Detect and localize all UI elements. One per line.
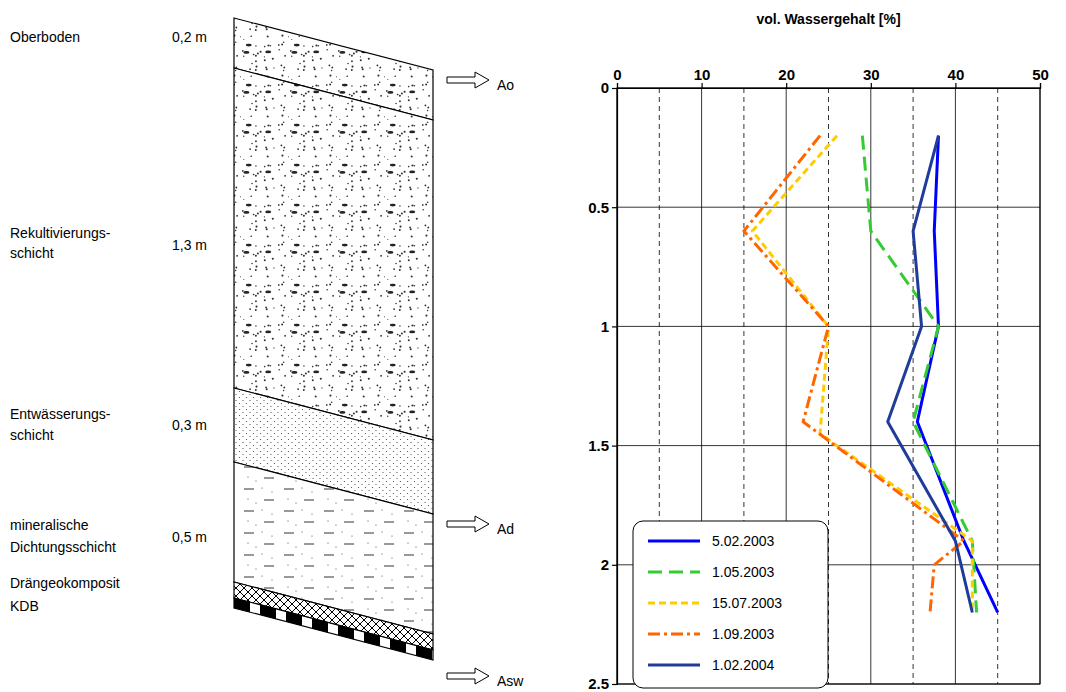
layer-thickness: 0,2 m (172, 29, 207, 45)
grid-line (617, 326, 1040, 327)
tick-mark (612, 684, 617, 685)
tick-mark (617, 83, 618, 88)
outflow-label: Ao (497, 77, 514, 93)
tick: 0 (613, 66, 621, 88)
tick: 40 (948, 66, 965, 88)
tick-label: 50 (1032, 66, 1049, 83)
legend-label: 15.07.2003 (712, 595, 782, 611)
tick: 30 (863, 66, 880, 88)
series-line (888, 136, 973, 613)
layer-name: Rekultivierungs- (10, 225, 111, 241)
tick-label: 30 (863, 66, 880, 83)
soil-profile: Oberboden 0,2 m Rekultivierungs-schicht 1,3… (10, 18, 524, 689)
layer-name: Oberboden (10, 29, 80, 45)
y-axis: 0 0.5 1 1.5 2 2.5 (588, 79, 617, 692)
tick: 50 (1032, 66, 1049, 88)
outflow-arrow (447, 72, 489, 88)
tick-label: 20 (778, 66, 795, 83)
legend-swatch (648, 571, 700, 574)
tick-mark (871, 83, 872, 88)
legend-swatch (648, 633, 700, 636)
axis-line (618, 83, 1041, 89)
series-line (862, 136, 976, 613)
tick-label: 2 (601, 556, 609, 573)
layer-name: mineralische (10, 517, 89, 533)
axis-title: vol. Wassergehalt [%] (756, 11, 900, 27)
grid-line (617, 207, 1040, 208)
legend-label: 1.09.2003 (712, 626, 774, 642)
legend: 5.02.2003 1.05.2003 15.07.2003 1.09.2003 1.0… (633, 521, 828, 688)
chart: 0 10 20 30 40 50 0 0.5 1 1.5 2 2.5 vol. Wassergehalt… (588, 11, 1049, 692)
grid-line (955, 88, 956, 684)
legend-label: 1.05.2003 (712, 564, 774, 580)
tick-mark (612, 326, 617, 327)
tick-label: 1.5 (588, 437, 609, 454)
layer-name: Drängeokomposit (10, 575, 120, 591)
axis-line (612, 89, 618, 685)
tick: 1 (601, 318, 617, 335)
legend-swatch (648, 602, 700, 605)
tick: 1.5 (588, 437, 617, 454)
outflow-arrow (447, 668, 489, 684)
legend-label: 1.02.2004 (712, 657, 774, 673)
layer-name: KDB (10, 598, 39, 614)
tick-mark (612, 446, 617, 447)
legend-swatch (648, 664, 700, 667)
tick-mark (955, 83, 956, 88)
tick-mark (786, 83, 787, 88)
x-axis: 0 10 20 30 40 50 (613, 66, 1049, 89)
tick-mark (612, 565, 617, 566)
layer-thickness: 0,5 m (172, 529, 207, 545)
tick-label: 40 (948, 66, 965, 83)
tick-label: 0.5 (588, 199, 609, 216)
tick-label: 0 (613, 66, 621, 83)
layer-name: schicht (10, 245, 54, 261)
minor-grid-line (913, 88, 914, 684)
outflow-arrow (447, 516, 489, 532)
tick: 2.5 (588, 675, 617, 692)
layer-name: Dichtungsschicht (10, 539, 116, 555)
tick-label: 2.5 (588, 675, 609, 692)
tick-mark (612, 207, 617, 208)
tick-mark (612, 88, 617, 89)
tick: 20 (778, 66, 795, 88)
tick-label: 1 (601, 318, 609, 335)
tick-label: 10 (694, 66, 711, 83)
legend-box (633, 521, 828, 688)
outflow-label: Ad (497, 521, 514, 537)
tick-mark (1040, 83, 1041, 88)
minor-grid-line (997, 88, 998, 684)
legend-label: 5.02.2003 (712, 533, 774, 549)
layer-name: schicht (10, 427, 54, 443)
tick: 2 (601, 556, 617, 573)
recultivation-layer (234, 68, 433, 440)
tick-label: 0 (601, 79, 609, 96)
grid-line (617, 445, 1040, 446)
layer-name: Entwässerungs- (10, 406, 111, 422)
tick: 0.5 (588, 199, 617, 216)
outflow-label: Asw (497, 673, 524, 689)
liner (234, 598, 433, 660)
legend-swatch (648, 540, 700, 543)
tick: 0 (601, 79, 617, 96)
tick: 10 (694, 66, 711, 88)
layer-thickness: 1,3 m (172, 237, 207, 253)
figure: Oberboden 0,2 m Rekultivierungs-schicht 1,3… (0, 0, 1066, 692)
grid-line (870, 88, 871, 684)
tick-mark (701, 83, 702, 88)
series-line (917, 136, 997, 613)
layer-thickness: 0,3 m (172, 417, 207, 433)
